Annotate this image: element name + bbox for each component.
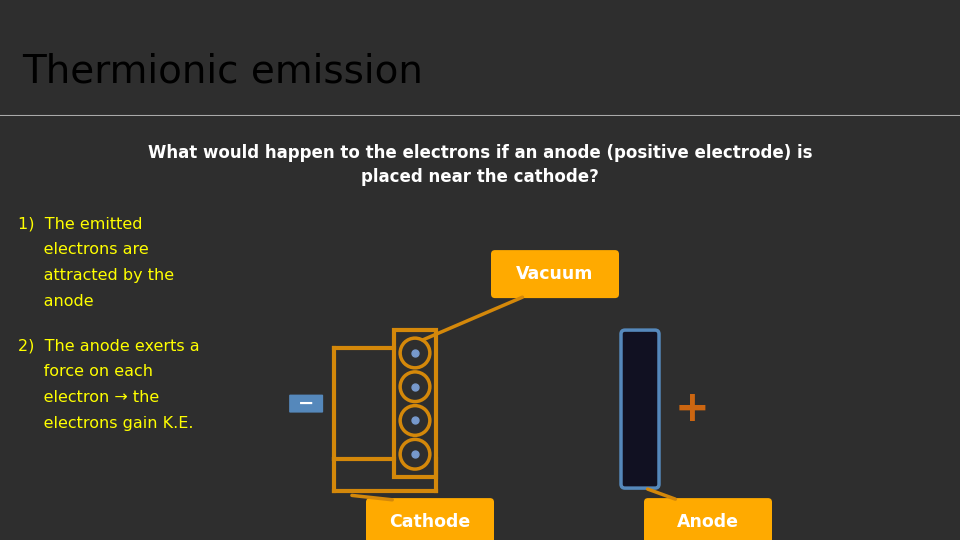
Text: −: −: [298, 394, 314, 413]
Text: electrons are: electrons are: [18, 242, 149, 257]
Bar: [395, 330, 436, 477]
Text: What would happen to the electrons if an anode (positive electrode) is: What would happen to the electrons if an…: [148, 144, 812, 162]
Text: electron → the: electron → the: [18, 390, 159, 405]
Text: attracted by the: attracted by the: [18, 268, 174, 283]
FancyBboxPatch shape: [289, 395, 324, 413]
Text: Anode: Anode: [677, 513, 739, 531]
Text: Cathode: Cathode: [390, 513, 470, 531]
FancyBboxPatch shape: [491, 250, 619, 298]
FancyBboxPatch shape: [644, 498, 772, 540]
Text: electrons gain K.E.: electrons gain K.E.: [18, 416, 194, 431]
Text: Thermionic emission: Thermionic emission: [22, 53, 422, 91]
Text: 1)  The emitted: 1) The emitted: [18, 216, 142, 231]
Text: placed near the cathode?: placed near the cathode?: [361, 168, 599, 186]
Text: force on each: force on each: [18, 364, 153, 379]
Text: +: +: [675, 388, 709, 430]
Text: Vacuum: Vacuum: [516, 265, 593, 283]
FancyBboxPatch shape: [366, 498, 494, 540]
FancyBboxPatch shape: [621, 330, 659, 488]
Text: 2)  The anode exerts a: 2) The anode exerts a: [18, 338, 200, 353]
Text: anode: anode: [18, 294, 94, 309]
